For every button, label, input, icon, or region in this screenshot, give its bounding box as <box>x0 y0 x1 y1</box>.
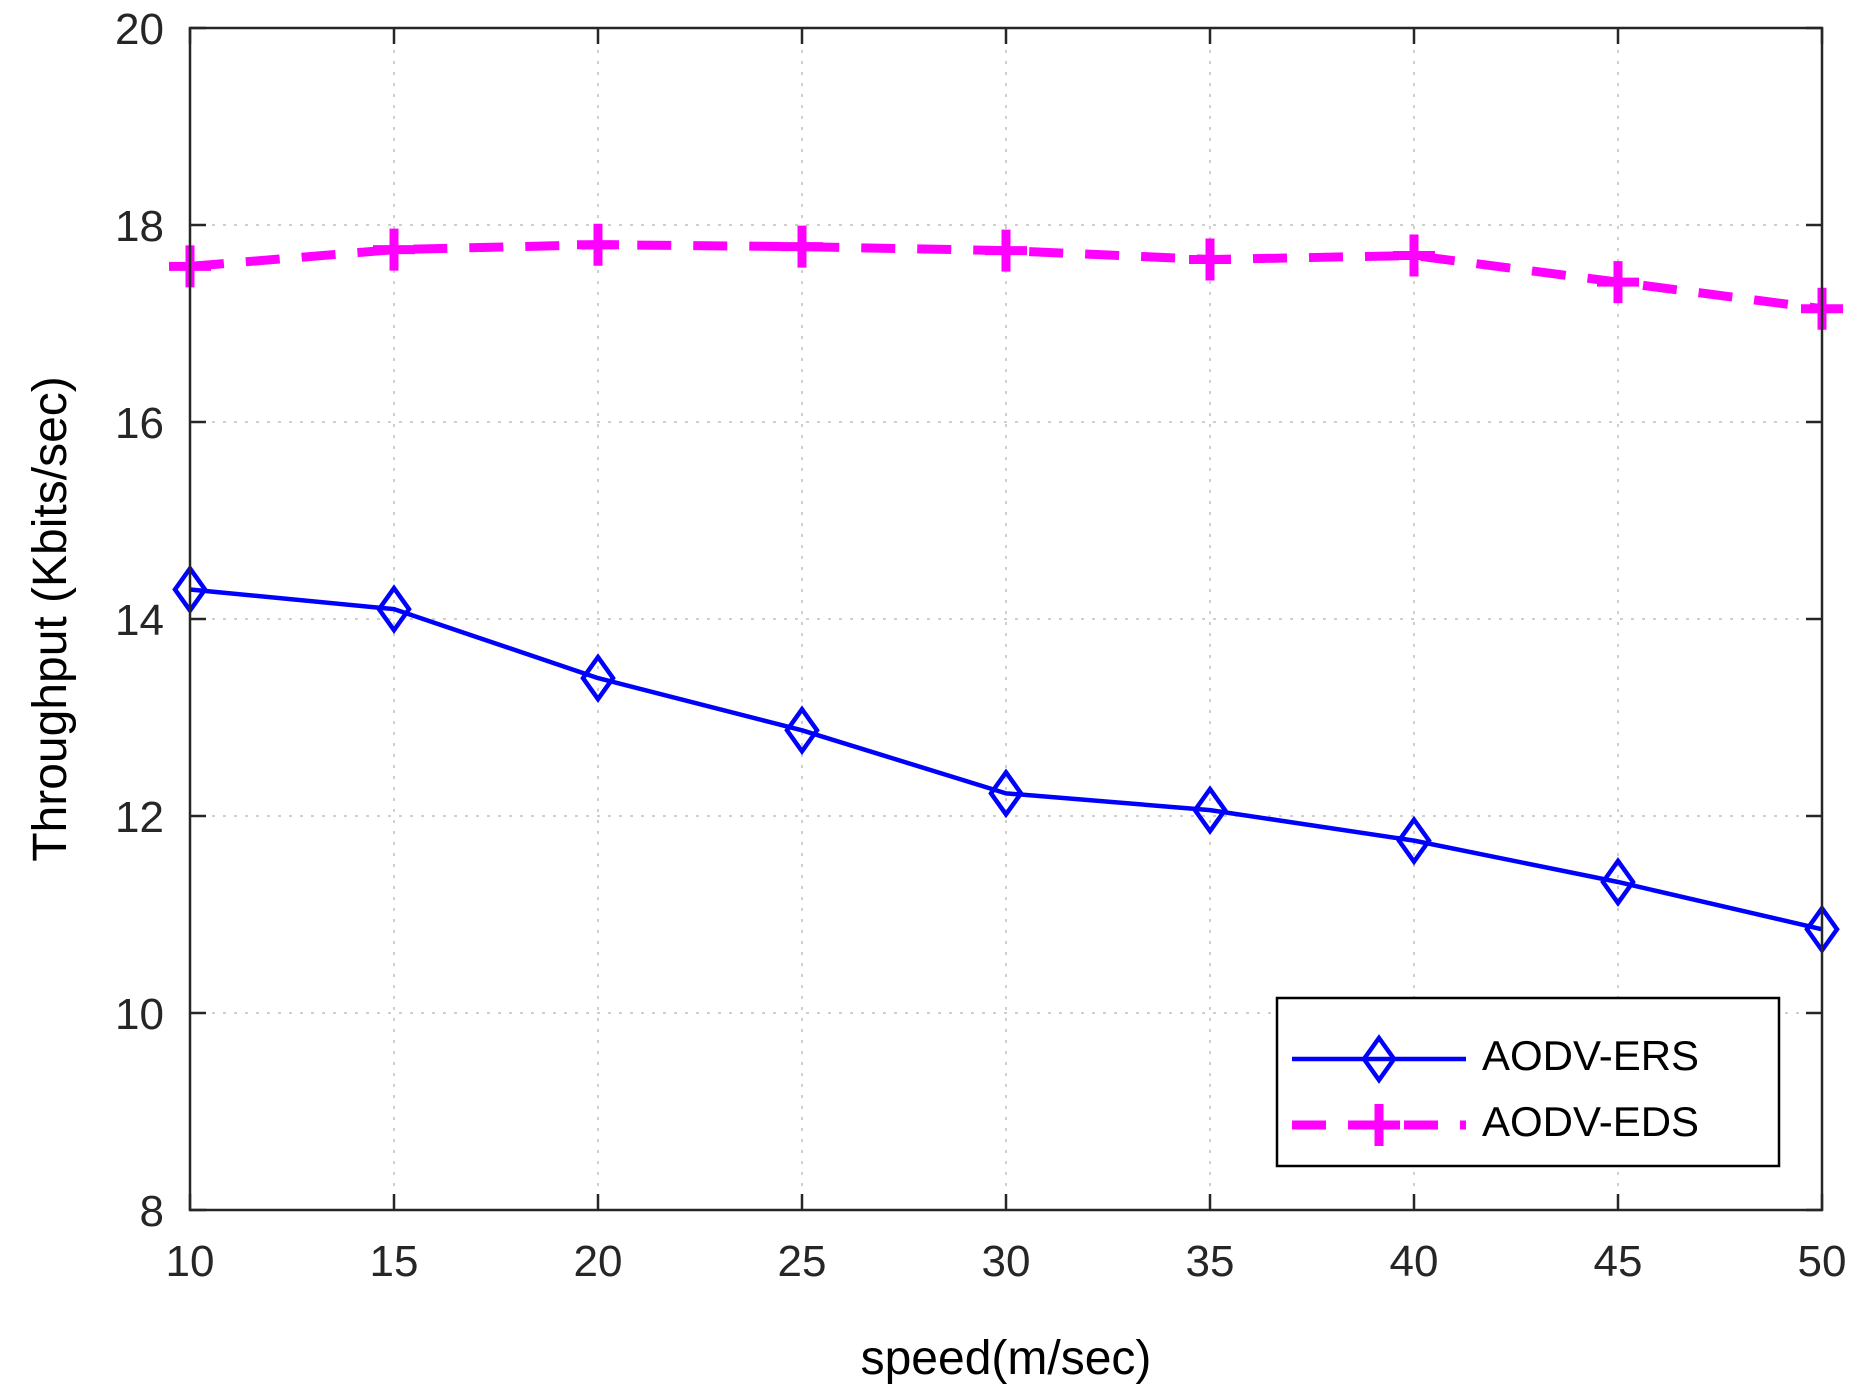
data-point-aodv-eds <box>577 223 619 266</box>
data-point-aodv-ers <box>1396 815 1432 866</box>
data-point-aodv-ers <box>988 768 1024 819</box>
data-point-aodv-eds <box>1393 234 1435 277</box>
legend-sample-aodv-eds <box>1292 1104 1466 1146</box>
series-aodv-ers <box>172 564 1840 955</box>
y-tick-label: 18 <box>115 202 164 251</box>
y-tick-label: 20 <box>115 5 164 54</box>
data-point-aodv-ers <box>784 705 820 756</box>
x-axis-title: speed(m/sec) <box>861 1332 1152 1385</box>
x-tick-label: 10 <box>166 1237 215 1286</box>
legend-label-aodv-ers: AODV-ERS <box>1482 1032 1699 1079</box>
series-aodv-eds <box>169 223 1843 330</box>
legend: AODV-ERS AODV-EDS <box>1275 996 1781 1168</box>
data-point-aodv-eds <box>985 229 1027 272</box>
x-tick-label: 35 <box>1186 1237 1235 1286</box>
series-line-aodv-ers <box>189 587 1823 932</box>
legend-box <box>1275 996 1781 1168</box>
legend-marker-aodv-ers <box>1361 1034 1397 1084</box>
data-point-aodv-eds <box>1597 261 1639 304</box>
data-point-aodv-eds <box>373 228 415 271</box>
y-axis-title: Throughput (Kbits/sec) <box>24 376 77 862</box>
x-tick-label: 40 <box>1390 1237 1439 1286</box>
y-tick-label: 12 <box>115 793 164 842</box>
data-point-aodv-ers <box>580 653 616 703</box>
data-point-aodv-ers <box>1600 857 1636 907</box>
y-tick-label: 8 <box>140 1187 164 1236</box>
x-tick-label: 25 <box>778 1237 827 1286</box>
series-group <box>169 223 1843 955</box>
x-tick-label: 30 <box>982 1237 1031 1286</box>
legend-marker-aodv-eds <box>1358 1104 1400 1146</box>
data-point-aodv-eds <box>1189 238 1231 281</box>
y-tick-label: 14 <box>115 596 164 645</box>
x-tick-label: 50 <box>1798 1237 1847 1286</box>
data-point-aodv-eds <box>781 225 823 268</box>
legend-sample-aodv-ers <box>1292 1034 1466 1084</box>
data-point-aodv-ers <box>376 584 412 635</box>
y-tick-label: 16 <box>115 399 164 448</box>
legend-label-aodv-eds: AODV-EDS <box>1482 1098 1699 1145</box>
y-tick-label: 10 <box>115 990 164 1039</box>
x-tick-label: 45 <box>1594 1237 1643 1286</box>
x-tick-label: 15 <box>370 1237 419 1286</box>
data-point-aodv-ers <box>1192 785 1228 835</box>
x-tick-label: 20 <box>574 1237 623 1286</box>
